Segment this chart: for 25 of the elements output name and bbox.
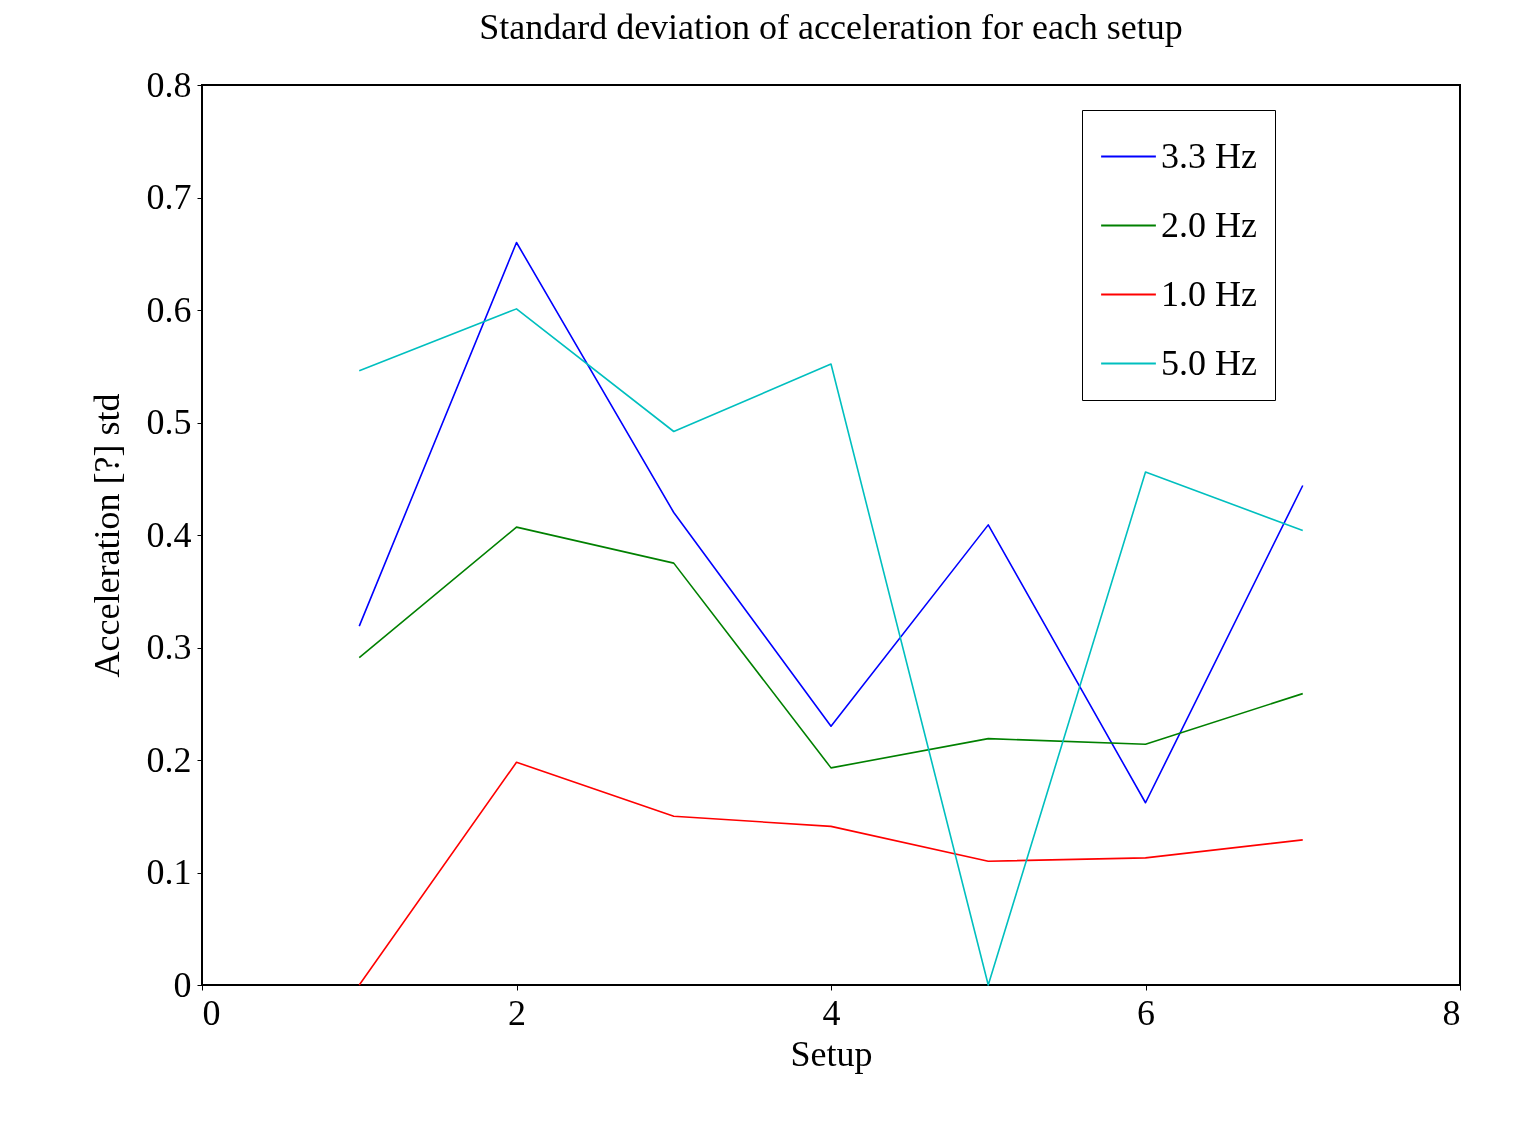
line-series — [358, 241, 1304, 804]
y-tick-label: 0 — [173, 964, 192, 1005]
x-tick-label: 0 — [202, 992, 221, 1033]
y-tick-label: 0.6 — [146, 289, 192, 330]
y-tick-label: 0.1 — [146, 852, 192, 892]
legend-label: 1.0 Hz — [1161, 273, 1257, 314]
chart-title: Standard deviation of acceleration for each setup — [479, 7, 1183, 47]
y-tick-label: 0.2 — [146, 739, 192, 780]
line-series — [358, 761, 1304, 986]
x-axis-title: Setup — [790, 1033, 873, 1074]
legend-label: 2.0 Hz — [1161, 204, 1257, 245]
y-tick-label: 0.5 — [146, 402, 192, 442]
x-tick-label: 2 — [508, 992, 526, 1033]
x-tick-label: 6 — [1137, 992, 1155, 1033]
x-tick-label: 8 — [1442, 992, 1461, 1033]
y-tick-label: 0.7 — [146, 177, 192, 217]
line-series — [358, 308, 1304, 986]
legend-label: 5.0 Hz — [1161, 342, 1257, 383]
y-axis-title: Acceleration [?] std — [86, 393, 127, 678]
legend-label: 3.3 Hz — [1161, 135, 1257, 176]
y-tick-label: 0.4 — [146, 514, 192, 555]
y-tick-label: 0.3 — [146, 627, 192, 667]
line-series — [358, 526, 1304, 769]
y-tick-label: 0.8 — [146, 64, 192, 105]
x-tick-label: 4 — [822, 992, 841, 1033]
